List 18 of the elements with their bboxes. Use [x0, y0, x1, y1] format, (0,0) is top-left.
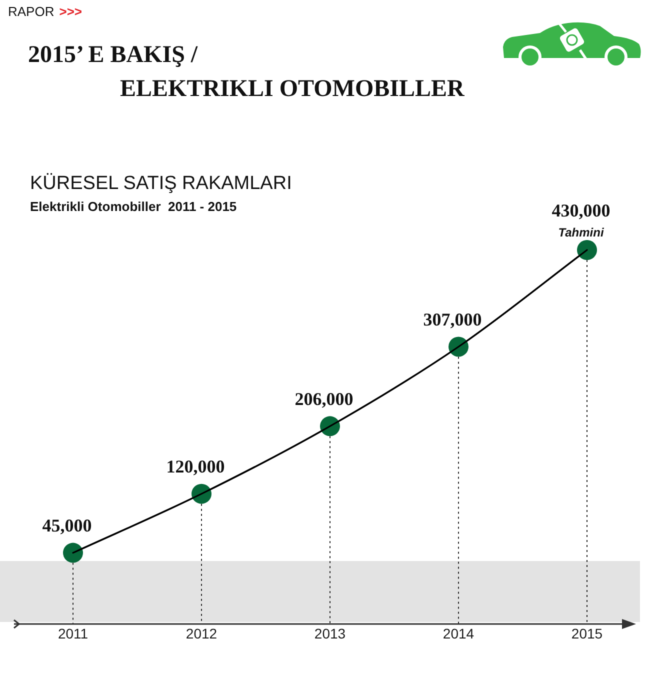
- x-tick-label: 2014: [442, 625, 474, 642]
- text: Elektrikli Otomobiller 2011 - 2015: [30, 199, 237, 214]
- data-label: 206,000: [294, 388, 354, 409]
- x-tick-label: 2012: [186, 625, 218, 642]
- x-tick-label: 2015: [571, 625, 603, 642]
- data-label: 430,000: [552, 200, 610, 221]
- annotation: Tahmini: [558, 225, 604, 240]
- x-tick-label: 2013: [314, 625, 346, 642]
- text: RAPOR: [8, 4, 54, 19]
- data-label: 307,000: [423, 309, 482, 330]
- data-label: 45,000: [42, 515, 92, 536]
- point: [577, 240, 597, 260]
- point: [63, 542, 83, 563]
- data-label: 120,000: [166, 456, 225, 476]
- text: >>>: [59, 4, 82, 19]
- x-tick-label: 2011: [58, 625, 88, 642]
- chart-subtitle: KÜRESEL SATIŞ RAKAMLARI: [30, 173, 292, 195]
- chart-title: 2015’ E BAKIŞ / ELEKTRIKLI OTOMOBILLER: [28, 41, 464, 104]
